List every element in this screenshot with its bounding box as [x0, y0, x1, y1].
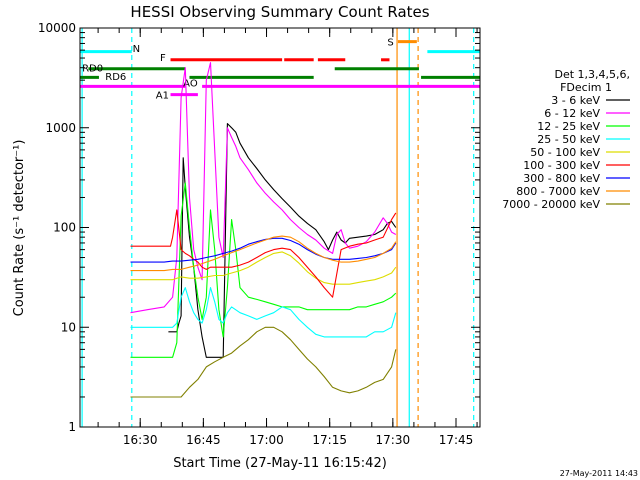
x-axis-label: Start Time (27-May-11 16:15:42) [173, 456, 387, 471]
y-tick-label: 10 [61, 320, 76, 334]
legend-entry-label: 12 - 25 keV [537, 120, 600, 133]
series-line [130, 182, 397, 358]
x-tick-label: 16:30 [123, 433, 158, 447]
series-line [130, 235, 397, 272]
legend-entry-label: 25 - 50 keV [537, 133, 600, 146]
y-tick-label: 100 [53, 221, 76, 235]
flag-label: A1 [156, 91, 169, 102]
series-line [130, 251, 397, 285]
series-line [130, 62, 397, 314]
axis-layer: 1 10 100 1000 10000 16:30 16:45 17:00 17:15 17:30… [38, 21, 480, 447]
series-line [130, 287, 397, 338]
legend-entry-label: 3 - 6 keV [551, 94, 600, 107]
timestamp-label: 27-May-2011 14:43 [560, 469, 638, 478]
x-tick-label: 16:45 [186, 433, 221, 447]
y-tick-label: 1000 [45, 121, 76, 135]
flag-label: S [387, 38, 393, 49]
flag-label: AO [183, 78, 198, 89]
y-axis-label: Count Rate (s⁻¹ detector⁻¹) [12, 140, 27, 317]
series-line [130, 209, 397, 298]
series-line [130, 237, 397, 263]
x-tick-label: 17:30 [376, 433, 411, 447]
flag-label: N [133, 44, 140, 55]
legend-entry-label: 300 - 800 keV [523, 172, 600, 185]
legend-header: FDecim 1 [560, 81, 612, 94]
x-tick-label: 17:15 [312, 433, 347, 447]
flag-label: F [160, 53, 166, 64]
x-tick-label: 17:00 [249, 433, 284, 447]
flag-label: RD0 [82, 64, 103, 75]
series-layer [130, 62, 397, 398]
flag-label: RD6 [105, 72, 126, 83]
legend-header: Det 1,3,4,5,6, [554, 68, 630, 81]
y-tick-label: 1 [68, 420, 76, 434]
chart-title: HESSI Observing Summary Count Rates [130, 3, 429, 21]
legend-entry-label: 100 - 300 keV [523, 159, 600, 172]
legend-entry-label: 800 - 7000 keV [516, 185, 600, 198]
series-line [130, 326, 397, 398]
y-tick-label: 10000 [38, 21, 76, 35]
legend-entry-label: 7000 - 20000 keV [502, 198, 600, 211]
legend-entry-label: 50 - 100 keV [530, 146, 600, 159]
x-tick-label: 17:45 [439, 433, 474, 447]
legend-entry-label: 6 - 12 keV [544, 107, 600, 120]
